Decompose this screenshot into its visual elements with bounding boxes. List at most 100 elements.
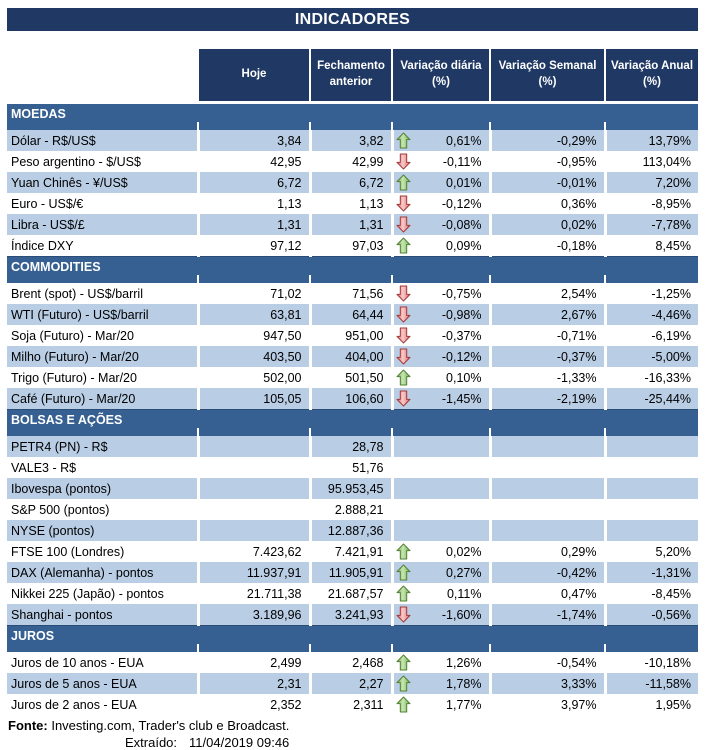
row-label: Juros de 5 anos - EUA <box>7 673 200 694</box>
cell-fechamento-anterior: 2,311 <box>310 694 394 715</box>
cell-variacao-diaria: 0,02% <box>392 541 492 562</box>
cell-fechamento-anterior: 404,00 <box>310 346 394 367</box>
cell-hoje: 11.937,91 <box>198 562 312 583</box>
variacao-diaria-value: 0,09% <box>446 238 482 253</box>
variacao-diaria-value: -0,11% <box>442 154 482 169</box>
variacao-diaria-value: -1,45% <box>441 391 482 406</box>
cell-hoje: 1,13 <box>198 193 312 214</box>
cell-variacao-diaria: 0,27% <box>392 562 492 583</box>
cell-variacao-diaria <box>392 478 492 499</box>
source-line: Fonte: Investing.com, Trader's club e Br… <box>7 718 698 733</box>
cell-fechamento-anterior: 1,13 <box>310 193 394 214</box>
cell-variacao-semanal: -0,29% <box>490 130 607 151</box>
up-arrow-icon <box>396 174 411 191</box>
cell-variacao-anual: -7,78% <box>605 214 698 235</box>
down-arrow-icon <box>396 306 411 323</box>
row-label: Nikkei 225 (Japão) - pontos <box>7 583 200 604</box>
row-label: PETR4 (PN) - R$ <box>7 436 200 457</box>
table-row: Milho (Futuro) - Mar/20 403,50 404,00 -0,12… <box>7 346 698 367</box>
cell-variacao-diaria <box>392 436 492 457</box>
up-arrow-icon <box>396 585 411 602</box>
cell-variacao-anual: -1,31% <box>605 562 698 583</box>
cell-variacao-diaria: 0,61% <box>392 130 492 151</box>
up-arrow-icon <box>396 654 411 671</box>
cell-hoje <box>198 520 312 541</box>
cell-variacao-anual: 113,04% <box>605 151 698 172</box>
table-row: Trigo (Futuro) - Mar/20 502,00 501,50 0,10%… <box>7 367 698 388</box>
cell-variacao-semanal: -0,95% <box>490 151 607 172</box>
table-row: DAX (Alemanha) - pontos 11.937,91 11.905,9… <box>7 562 698 583</box>
variacao-diaria-value: 0,61% <box>446 133 482 148</box>
variacao-diaria-value: -1,60% <box>441 607 482 622</box>
cell-hoje: 71,02 <box>198 283 312 304</box>
cell-variacao-diaria: 0,01% <box>392 172 492 193</box>
variacao-diaria-value: -0,98% <box>441 307 482 322</box>
cell-hoje: 502,00 <box>198 367 312 388</box>
row-label: Juros de 2 anos - EUA <box>7 694 200 715</box>
table-row: PETR4 (PN) - R$ 28,78 <box>7 436 698 457</box>
variacao-diaria-value: 1,78% <box>446 676 482 691</box>
extracted-label: Extraído: <box>125 735 178 750</box>
cell-fechamento-anterior: 7.421,91 <box>310 541 394 562</box>
row-label: NYSE (pontos) <box>7 520 200 541</box>
cell-variacao-diaria: -0,12% <box>392 346 492 367</box>
table-row: Soja (Futuro) - Mar/20 947,50 951,00 -0,37%… <box>7 325 698 346</box>
cell-hoje: 105,05 <box>198 388 312 410</box>
cell-variacao-anual: -6,19% <box>605 325 698 346</box>
cell-hoje: 7.423,62 <box>198 541 312 562</box>
cell-variacao-diaria: -0,11% <box>392 151 492 172</box>
variacao-diaria-value: 0,10% <box>446 370 482 385</box>
down-arrow-icon <box>396 327 411 344</box>
cell-variacao-diaria: 1,26% <box>392 652 492 673</box>
cell-variacao-anual: 7,20% <box>605 172 698 193</box>
cell-fechamento-anterior: 2,27 <box>310 673 394 694</box>
up-arrow-icon <box>396 369 411 386</box>
row-label: Peso argentino - $/US$ <box>7 151 200 172</box>
cell-hoje: 63,81 <box>198 304 312 325</box>
cell-fechamento-anterior: 2.888,21 <box>310 499 394 520</box>
cell-variacao-semanal: -1,33% <box>490 367 607 388</box>
row-label: Índice DXY <box>7 235 200 257</box>
cell-hoje: 947,50 <box>198 325 312 346</box>
cell-variacao-semanal <box>490 457 607 478</box>
table-row: Índice DXY 97,12 97,03 0,09% -0,18% 8,45% <box>7 235 698 257</box>
down-arrow-icon <box>396 390 411 407</box>
row-label: Trigo (Futuro) - Mar/20 <box>7 367 200 388</box>
cell-hoje <box>198 436 312 457</box>
cell-variacao-semanal: 3,33% <box>490 673 607 694</box>
cell-variacao-diaria: 0,09% <box>392 235 492 257</box>
up-arrow-icon <box>396 696 411 713</box>
cell-variacao-diaria: -0,12% <box>392 193 492 214</box>
variacao-diaria-value: -0,12% <box>441 349 482 364</box>
cell-variacao-anual: -1,25% <box>605 283 698 304</box>
cell-hoje: 2,352 <box>198 694 312 715</box>
cell-fechamento-anterior: 6,72 <box>310 172 394 193</box>
cell-variacao-anual <box>605 499 698 520</box>
table-row: Shanghai - pontos 3.189,96 3.241,93 -1,60% -… <box>7 604 698 626</box>
cell-hoje: 97,12 <box>198 235 312 257</box>
table-row: VALE3 - R$ 51,76 <box>7 457 698 478</box>
table-row: WTI (Futuro) - US$/barril 63,81 64,44 -0,98… <box>7 304 698 325</box>
footer: Fonte: Investing.com, Trader's club e Br… <box>7 718 698 750</box>
cell-variacao-anual: 13,79% <box>605 130 698 151</box>
row-label: Euro - US$/€ <box>7 193 200 214</box>
cell-variacao-semanal <box>490 436 607 457</box>
extracted-line: Extraído: 11/04/2019 09:46 <box>7 735 698 750</box>
table-row: Juros de 2 anos - EUA 2,352 2,311 1,77% 3,97… <box>7 694 698 715</box>
table-row: Ibovespa (pontos) 95.953,45 <box>7 478 698 499</box>
cell-variacao-diaria: -0,08% <box>392 214 492 235</box>
row-label: Dólar - R$/US$ <box>7 130 200 151</box>
variacao-diaria-value: 0,01% <box>446 175 482 190</box>
cell-fechamento-anterior: 501,50 <box>310 367 394 388</box>
up-arrow-icon <box>396 675 411 692</box>
up-arrow-icon <box>396 237 411 254</box>
section-title-label: BOLSAS E AÇÕES <box>7 409 698 428</box>
table-row: Brent (spot) - US$/barril 71,02 71,56 -0,75… <box>7 283 698 304</box>
cell-variacao-semanal <box>490 478 607 499</box>
cell-variacao-anual: -5,00% <box>605 346 698 367</box>
cell-variacao-semanal <box>490 499 607 520</box>
indicators-table: Hoje Fechamento anterior Variação diária… <box>7 49 698 715</box>
cell-variacao-anual <box>605 436 698 457</box>
cell-variacao-diaria <box>392 499 492 520</box>
row-label: WTI (Futuro) - US$/barril <box>7 304 200 325</box>
